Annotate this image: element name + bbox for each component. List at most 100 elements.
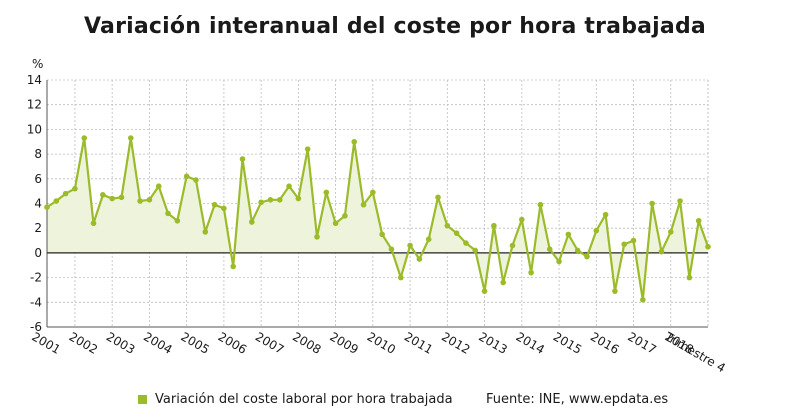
y-tick-labels: -6 -4 -2 0 2 4 6 8 10 12 14 [27, 73, 42, 334]
data-point [258, 199, 264, 206]
data-point [407, 242, 413, 249]
data-point [500, 279, 506, 286]
data-point [509, 242, 516, 249]
data-point [640, 297, 646, 303]
data-point [621, 241, 628, 248]
x-tick-label: 2006 [216, 329, 249, 356]
legend: Variación del coste laboral por hora tra… [138, 392, 453, 407]
data-point [323, 189, 330, 196]
x-tick-label: 2014 [514, 329, 547, 356]
data-point [100, 192, 106, 198]
data-point [667, 229, 674, 235]
data-point [546, 246, 553, 252]
data-point [612, 288, 618, 294]
data-point [53, 198, 60, 204]
data-point [183, 173, 190, 180]
area-fill-shape [47, 138, 708, 300]
x-tick-label: 2007 [253, 329, 286, 356]
data-point [276, 196, 283, 203]
y-tick-label: 8 [34, 147, 42, 161]
x-tick-label: 2016 [588, 329, 621, 356]
data-point [686, 274, 693, 281]
data-point [556, 258, 562, 265]
x-tick-label: 2001 [29, 329, 62, 356]
x-tick-label: Trimestre 4 [662, 329, 728, 375]
x-tick-label: 2013 [476, 329, 509, 356]
data-point [602, 211, 609, 218]
y-tick-label: 12 [27, 98, 42, 112]
data-point [211, 201, 218, 208]
data-point [109, 195, 115, 202]
x-tick-label: 2012 [439, 329, 472, 356]
data-point [425, 236, 432, 243]
x-tick-label: 2003 [104, 329, 137, 356]
data-point [193, 177, 199, 183]
data-point [249, 219, 255, 225]
y-tick-label: 14 [27, 73, 42, 87]
data-point [416, 256, 423, 262]
x-tick-label: 2004 [141, 329, 174, 356]
data-point [239, 156, 246, 162]
data-point [155, 183, 162, 190]
data-point [202, 229, 209, 235]
x-tick-label: 2008 [290, 329, 323, 356]
data-point [137, 198, 143, 204]
data-point [677, 198, 683, 204]
data-point [584, 253, 590, 260]
data-point [286, 183, 292, 190]
y-tick-label: 0 [34, 246, 42, 260]
data-point [695, 217, 702, 224]
x-tick-label: 2005 [178, 329, 211, 356]
data-point [463, 240, 469, 246]
data-point [267, 196, 274, 203]
data-point [165, 210, 171, 217]
y-axis-label: % [32, 57, 43, 71]
data-point [360, 201, 367, 208]
x-tick-labels: 2001 2002 2003 2004 2005 2006 2007 2008 2009 2010… [29, 329, 727, 375]
data-point [519, 216, 525, 223]
x-tick-label: 2015 [551, 329, 584, 356]
data-point [537, 201, 544, 208]
data-point [397, 274, 404, 281]
data-point [62, 190, 69, 197]
y-tick-label: 10 [27, 122, 42, 136]
data-point [314, 234, 320, 240]
y-tick-label: 2 [34, 221, 42, 235]
data-point [705, 243, 711, 250]
y-tick-label: -6 [30, 320, 42, 334]
data-point [593, 227, 600, 234]
y-tick-label: 4 [34, 197, 42, 211]
data-point [491, 222, 497, 229]
x-tick-label: 2011 [402, 329, 435, 356]
data-point [351, 138, 358, 145]
data-point [230, 263, 236, 270]
data-point [435, 194, 441, 201]
data-point [649, 200, 655, 207]
data-point [146, 196, 153, 203]
x-tick-label: 2009 [327, 329, 360, 356]
data-point [472, 247, 479, 254]
data-point [453, 230, 460, 236]
x-tick-label: 2017 [625, 329, 658, 356]
y-tick-label: -2 [30, 271, 42, 285]
data-point [565, 231, 572, 238]
x-tick-label: 2010 [365, 329, 398, 356]
chart-title: Variación interanual del coste por hora … [84, 14, 706, 39]
data-point [304, 146, 311, 152]
axes [46, 80, 708, 328]
source-note: Fuente: INE, www.epdata.es [486, 392, 669, 407]
legend-label: Variación del coste laboral por hora tra… [155, 392, 453, 407]
gridlines [47, 79, 709, 328]
data-points [44, 135, 711, 303]
data-point [370, 189, 376, 196]
data-point [658, 248, 665, 255]
legend-swatch [138, 395, 147, 404]
data-point [481, 288, 488, 294]
area-fill [47, 138, 708, 300]
data-point [528, 269, 534, 276]
y-tick-label: -4 [30, 295, 42, 309]
x-tick-label: 2002 [67, 329, 100, 356]
data-point [90, 220, 97, 227]
data-point [342, 213, 348, 219]
